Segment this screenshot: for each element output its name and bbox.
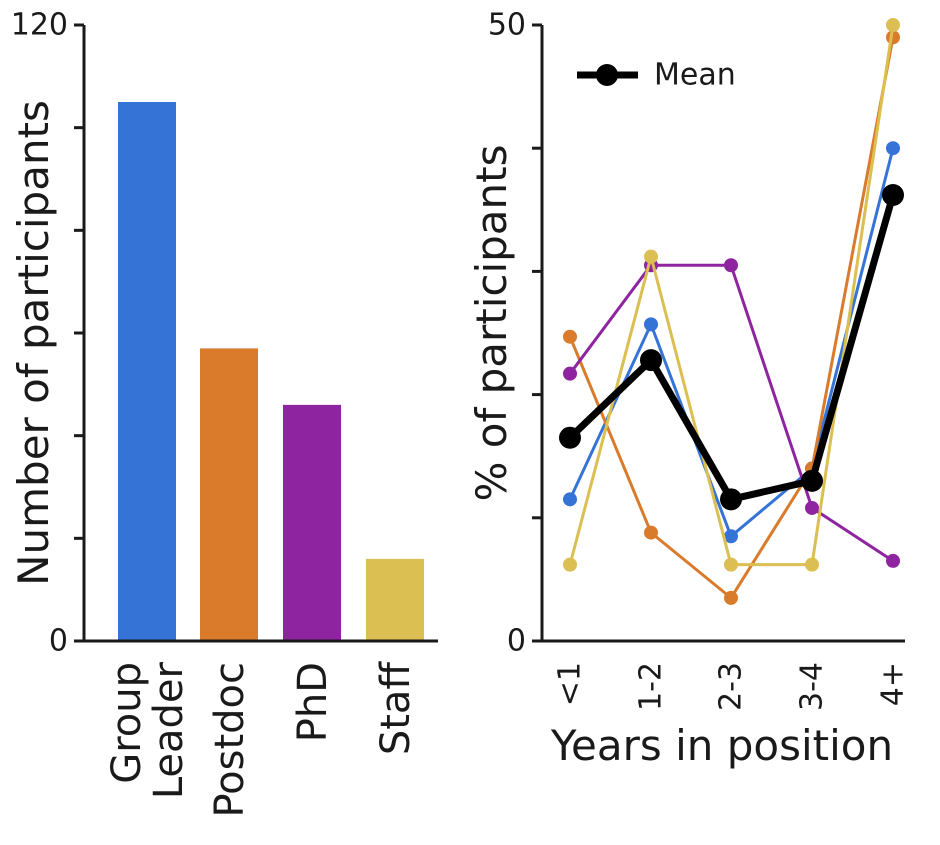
line-x-axis-title: Years in position: [550, 721, 893, 770]
bar-category-label-line: Group: [104, 662, 150, 784]
point-group-leader-1-2: [644, 317, 658, 332]
point-postdoc-1-2: [644, 525, 658, 540]
bar-y-tick-label: 0: [49, 624, 68, 659]
bar-group-leader: [118, 102, 176, 641]
bar-category-label-line: PhD: [290, 662, 336, 742]
point-postdoc-lt1: [563, 329, 577, 344]
point-phd-2-3: [724, 258, 738, 273]
bar-chart-participants-by-role: 0 120 Number of participants GroupLeader Pos…: [9, 8, 438, 818]
line-x-tick-label: 3-4: [795, 662, 830, 711]
legend-mean-label: Mean: [654, 58, 736, 93]
line-x-tick-label: 4+: [876, 662, 911, 706]
bar-staff: [366, 558, 424, 641]
point-mean-4plus: [882, 184, 904, 207]
point-phd-4plus: [886, 553, 900, 568]
line-x-tick-label: 1-2: [634, 662, 669, 711]
bar-category-label: Staff: [373, 661, 419, 756]
series-line-phd: [568, 263, 894, 563]
line-x-tick-label: 2-3: [714, 662, 749, 711]
point-staff-4plus: [886, 18, 900, 32]
bar-category-label-line: Staff: [373, 661, 419, 756]
point-staff-3-4: [805, 557, 819, 572]
series-line-postdoc: [568, 37, 895, 600]
bar-category-label-line: Postdoc: [207, 662, 253, 818]
line-y-tick-label: 0: [507, 624, 526, 659]
legend-mean-marker: [596, 64, 618, 86]
line-x-tick-label: <1: [553, 662, 588, 706]
line-y-axis-title: % of participants: [467, 144, 516, 501]
point-group-leader-2-3: [724, 529, 738, 544]
line-y-tick-label: 50: [488, 8, 526, 43]
point-staff-2-3: [724, 557, 738, 572]
point-mean-1-2: [640, 349, 662, 372]
bar-category-label: Postdoc: [207, 662, 253, 818]
point-mean-3-4: [801, 469, 823, 492]
bar-y-tick-label: 120: [11, 8, 68, 43]
point-group-leader-lt1: [563, 492, 577, 507]
point-mean-lt1: [559, 426, 581, 449]
bar-phd: [283, 404, 341, 641]
point-staff-1-2: [644, 249, 658, 264]
point-phd-lt1: [563, 366, 577, 381]
bar-category-label: PhD: [290, 662, 336, 742]
point-group-leader-4plus: [886, 141, 900, 156]
point-postdoc-2-3: [724, 590, 738, 605]
point-phd-3-4: [805, 500, 819, 515]
bar-postdoc: [200, 348, 258, 641]
bar-y-axis-title: Number of participants: [9, 100, 58, 586]
point-staff-lt1: [563, 557, 577, 572]
bar-category-label: GroupLeader: [104, 661, 192, 799]
point-mean-2-3: [720, 488, 742, 511]
line-chart-years-in-position: 0 50 <1 1-2 2-3 3-4 4+ Years in position % of pa…: [467, 8, 911, 771]
bar-category-label-line: Leader: [146, 661, 192, 799]
